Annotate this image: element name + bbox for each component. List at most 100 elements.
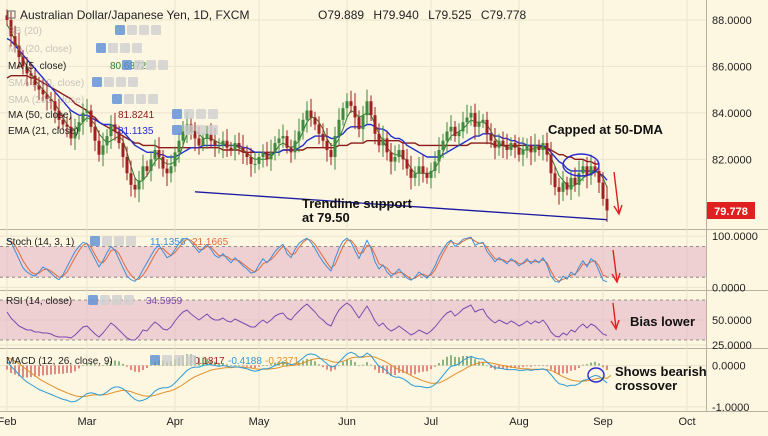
collapse-icon[interactable] [7, 10, 16, 19]
macd-histogram-bar [498, 365, 500, 369]
settings-icon [174, 355, 184, 365]
settings-icon [104, 77, 114, 87]
rsi-label: RSI (14, close) [6, 296, 72, 307]
macd-histogram-bar [142, 365, 144, 371]
macd-histogram-bar [418, 365, 420, 373]
candle-body [105, 136, 109, 146]
macd-histogram-bar [126, 365, 128, 367]
candle-body [261, 152, 265, 157]
macd-histogram-bar [6, 365, 8, 370]
macd-histogram-bar [114, 360, 116, 366]
candle-body [213, 140, 217, 146]
candle-body [549, 154, 553, 174]
candle-body [433, 161, 437, 171]
x-tick-label: Mar [78, 416, 97, 428]
macd-histogram-bar [598, 363, 600, 366]
candle-body [521, 150, 525, 155]
candle-body [577, 173, 581, 185]
macd-histogram-bar [550, 365, 552, 370]
macd-histogram-bar [606, 365, 608, 371]
y-tick-label: 84.0000 [712, 108, 752, 120]
stoch-k-line [6, 236, 608, 283]
candle-body [389, 152, 393, 162]
candle-body [221, 140, 225, 146]
macd-histogram-bar [322, 365, 324, 368]
legend-control-icons[interactable] [88, 25, 218, 365]
macd-histogram-bar [34, 365, 36, 377]
candle-body [413, 173, 417, 178]
candle-body [273, 143, 277, 153]
candle-body [249, 156, 253, 164]
legend-sma200: SMA (200, close) [8, 95, 84, 106]
candle-body [497, 140, 501, 148]
macd-histogram-bar [502, 365, 504, 369]
macd-histogram-bar [286, 362, 288, 366]
candle-body [293, 140, 297, 153]
candle-body [65, 124, 69, 127]
candle-body [369, 101, 373, 116]
macd-histogram-bar [554, 365, 556, 373]
candle-body [257, 156, 261, 164]
candle-body [473, 112, 477, 127]
y-tick-label: 86.0000 [712, 61, 752, 73]
candle-body [245, 152, 249, 157]
macd-histogram-bar [222, 363, 224, 366]
candle-body [513, 143, 517, 148]
macd-histogram-bar [66, 365, 68, 373]
candle-body [445, 131, 449, 141]
low-value: 79.525 [435, 8, 472, 22]
macd-histogram-bar [394, 365, 396, 375]
candle-body [545, 143, 549, 155]
eye-icon [112, 94, 122, 104]
candle-body [25, 66, 29, 74]
macd-histogram-bar [490, 365, 492, 368]
svg-text:O79.889 H79.940 L7: O79.889 H79.940 L79.525 C79.778 [318, 8, 527, 22]
macd-histogram-bar [454, 356, 456, 366]
macd-histogram-bar [234, 365, 236, 366]
macd-histogram-bar [210, 360, 212, 366]
macd-histogram-bar [422, 365, 424, 372]
candle-body [89, 110, 93, 127]
candle-body [181, 131, 185, 141]
settings-icon [139, 25, 149, 35]
macd-histogram-bar [130, 365, 132, 371]
candle-body [41, 89, 45, 95]
macd-histogram-bar [138, 365, 140, 373]
candle-body [281, 136, 285, 139]
macd-histogram-bar [458, 357, 460, 366]
y-tick-label: 0.0000 [712, 360, 746, 372]
candle-body [409, 168, 413, 178]
macd-histogram-bar [94, 364, 96, 366]
overbought-oversold-band [0, 246, 706, 278]
macd-histogram-bar [518, 365, 520, 368]
x-tick-label: May [249, 416, 270, 428]
candle-body [541, 143, 545, 151]
eye-icon [96, 43, 106, 53]
x-tick-label: Sep [593, 416, 613, 428]
candle-body [449, 126, 453, 132]
candle-body [573, 177, 577, 185]
candle-body [49, 98, 53, 102]
legend-ema21-value: 81.1135 [118, 126, 154, 137]
macd-histogram-bar [558, 365, 560, 375]
macd-histogram-bar [514, 365, 516, 368]
settings-icon [134, 60, 144, 70]
macd-histogram-bar [230, 365, 232, 366]
last-price-value: 79.778 [714, 206, 748, 218]
candle-body [601, 182, 605, 199]
candle-body [253, 163, 257, 165]
symbol-title: Australian Dollar/Japanese Yen, 1D, FXCM [20, 8, 249, 22]
candle-body [45, 94, 49, 99]
candle-body [385, 138, 389, 153]
candle-body [149, 159, 153, 171]
stoch-d-line [6, 237, 608, 282]
macd-histogram-bar [42, 365, 44, 376]
settings-icon [100, 295, 110, 305]
macd-histogram-bar [246, 365, 248, 367]
candle-body [345, 101, 349, 109]
candle-body [429, 170, 433, 178]
macd-histogram-bar [98, 365, 100, 367]
macd-histogram-bar [414, 365, 416, 375]
candle-body [501, 140, 505, 146]
